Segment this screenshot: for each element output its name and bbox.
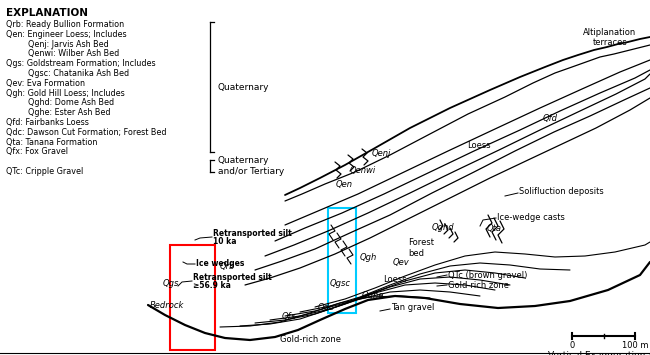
Text: Bedrock: Bedrock: [150, 300, 185, 310]
Text: Qenwi: Qenwi: [350, 165, 376, 175]
Text: Vertical Exaggeration x4: Vertical Exaggeration x4: [548, 351, 650, 355]
Text: Qgh: Qgh: [360, 253, 377, 262]
Text: 0: 0: [569, 341, 575, 350]
Text: Qev: Qev: [393, 258, 410, 268]
Text: Qta: Tanana Formation: Qta: Tanana Formation: [6, 138, 97, 147]
Text: Qrb: Qrb: [220, 262, 235, 272]
Text: Qgh: Gold Hill Loess; Includes: Qgh: Gold Hill Loess; Includes: [6, 89, 125, 98]
Text: Qta: Qta: [487, 224, 502, 233]
Text: 100 m: 100 m: [622, 341, 648, 350]
Text: Solifluction deposits: Solifluction deposits: [519, 187, 604, 197]
Text: 10 ka: 10 ka: [213, 236, 237, 246]
Text: Loess: Loess: [383, 275, 407, 284]
Text: QTc: Cripple Gravel: QTc: Cripple Gravel: [6, 167, 83, 176]
Text: Oghe: Oghe: [362, 290, 384, 300]
Text: EXPLANATION: EXPLANATION: [6, 8, 88, 18]
Text: QTc (brown gravel): QTc (brown gravel): [448, 271, 527, 279]
Text: Qen: Engineer Loess; Includes: Qen: Engineer Loess; Includes: [6, 30, 127, 39]
Text: Ice-wedge casts: Ice-wedge casts: [497, 213, 565, 223]
Text: Qrb: Ready Bullion Formation: Qrb: Ready Bullion Formation: [6, 20, 124, 29]
Bar: [170, 245, 215, 350]
Text: Quaternary
and/or Tertiary: Quaternary and/or Tertiary: [218, 156, 284, 176]
Text: Odc: Odc: [318, 302, 335, 311]
Text: Tan gravel: Tan gravel: [391, 304, 434, 312]
Text: Retransported silt: Retransported silt: [213, 229, 292, 239]
Text: Gold-rich zone: Gold-rich zone: [281, 335, 341, 344]
Text: Qgs: Goldstream Formation; Includes: Qgs: Goldstream Formation; Includes: [6, 59, 155, 68]
Text: Forest
bed: Forest bed: [408, 238, 434, 258]
Text: Qfx: Fox Gravel: Qfx: Fox Gravel: [6, 147, 68, 157]
Text: Quaternary: Quaternary: [218, 82, 270, 92]
Text: Qen: Qen: [336, 180, 353, 190]
Text: Ice wedges: Ice wedges: [196, 260, 244, 268]
Text: Qdc: Dawson Cut Formation; Forest Bed: Qdc: Dawson Cut Formation; Forest Bed: [6, 128, 166, 137]
Text: Qgs: Qgs: [163, 279, 179, 288]
Text: Loess: Loess: [467, 141, 491, 149]
Text: Qghd: Dome Ash Bed: Qghd: Dome Ash Bed: [28, 98, 114, 108]
Text: Gold-rich zone: Gold-rich zone: [448, 280, 509, 289]
Text: Qgsc: Qgsc: [330, 279, 351, 288]
Text: Qgsc: Chatanika Ash Bed: Qgsc: Chatanika Ash Bed: [28, 69, 129, 78]
Text: Qenwi: Wilber Ash Bed: Qenwi: Wilber Ash Bed: [28, 49, 119, 59]
Text: Qenj: Qenj: [372, 148, 391, 158]
Bar: [328, 208, 356, 313]
Text: Qenj: Jarvis Ash Bed: Qenj: Jarvis Ash Bed: [28, 40, 109, 49]
Text: Qfd: Fairbanks Loess: Qfd: Fairbanks Loess: [6, 118, 89, 127]
Text: Qghd: Qghd: [432, 224, 454, 233]
Text: Qfd: Qfd: [543, 114, 558, 122]
Text: ≥56.9 ka: ≥56.9 ka: [193, 280, 231, 289]
Text: Altiplanation
terraces: Altiplanation terraces: [584, 28, 636, 48]
Text: Retransported silt: Retransported silt: [193, 273, 272, 283]
Text: Qghe: Ester Ash Bed: Qghe: Ester Ash Bed: [28, 108, 110, 117]
Text: Qfx: Qfx: [282, 312, 296, 322]
Text: Qev: Eva Formation: Qev: Eva Formation: [6, 79, 85, 88]
